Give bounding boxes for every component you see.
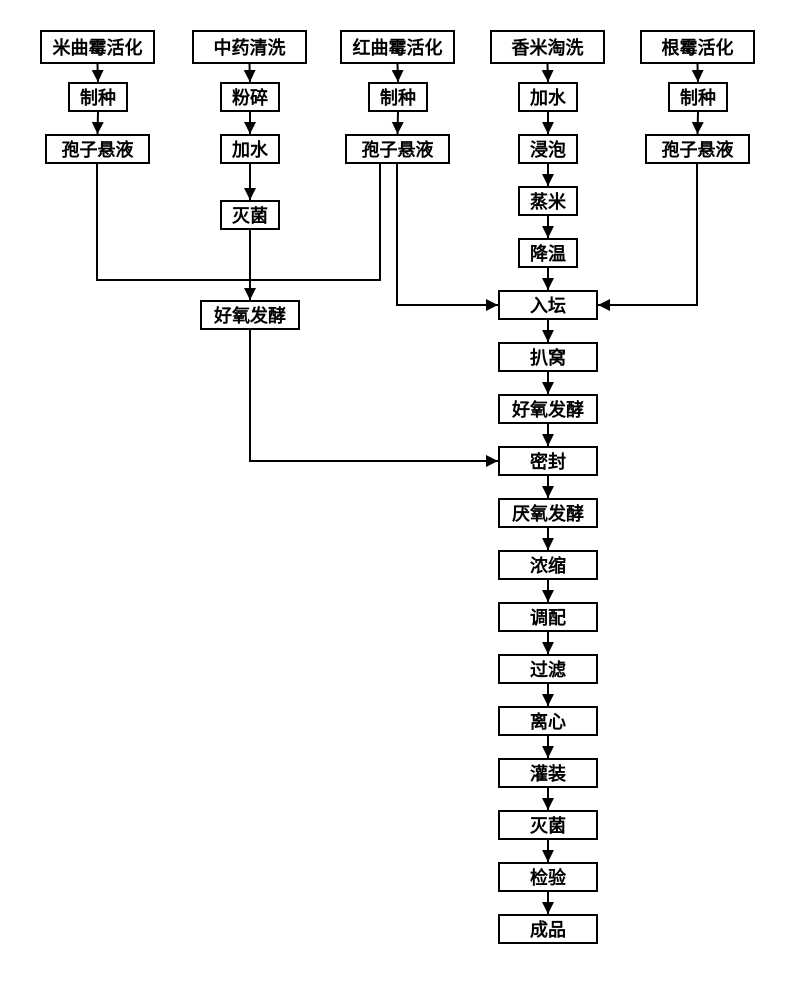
node-label: 入坛	[530, 292, 566, 318]
node-label: 孢子悬液	[662, 136, 734, 162]
node-c3r3: 孢子悬液	[345, 134, 450, 164]
node-c1r2: 制种	[68, 82, 128, 112]
node-c5r1: 根霉活化	[640, 30, 755, 64]
node-label: 厌氧发酵	[512, 500, 584, 526]
node-c4r1: 香米淘洗	[490, 30, 605, 64]
node-label: 浸泡	[530, 136, 566, 162]
node-m6: 浓缩	[498, 550, 598, 580]
node-label: 过滤	[530, 656, 566, 682]
node-label: 孢子悬液	[362, 136, 434, 162]
node-label: 制种	[380, 84, 416, 110]
node-m8: 过滤	[498, 654, 598, 684]
node-c1r1: 米曲霉活化	[40, 30, 155, 64]
node-label: 根霉活化	[662, 34, 734, 60]
node-m12: 检验	[498, 862, 598, 892]
node-c2r1: 中药清洗	[192, 30, 307, 64]
node-label: 检验	[530, 864, 566, 890]
node-c5r3: 孢子悬液	[645, 134, 750, 164]
node-c3r2: 制种	[368, 82, 428, 112]
node-label: 灭菌	[232, 202, 268, 228]
node-c2r4: 灭菌	[220, 200, 280, 230]
node-m2: 扒窝	[498, 342, 598, 372]
node-c3r1: 红曲霉活化	[340, 30, 455, 64]
node-label: 成品	[530, 916, 566, 942]
node-c4r2: 加水	[518, 82, 578, 112]
node-m3: 好氧发酵	[498, 394, 598, 424]
node-label: 加水	[232, 136, 268, 162]
node-label: 灭菌	[530, 812, 566, 838]
node-label: 红曲霉活化	[353, 34, 443, 60]
node-label: 加水	[530, 84, 566, 110]
node-label: 灌装	[530, 760, 566, 786]
node-label: 蒸米	[530, 188, 566, 214]
node-c4r3: 浸泡	[518, 134, 578, 164]
node-m10: 灌装	[498, 758, 598, 788]
node-c2r3: 加水	[220, 134, 280, 164]
node-m5: 厌氧发酵	[498, 498, 598, 528]
node-label: 好氧发酵	[214, 302, 286, 328]
node-c4r5: 降温	[518, 238, 578, 268]
node-label: 米曲霉活化	[53, 34, 143, 60]
node-label: 粉碎	[232, 84, 268, 110]
node-label: 浓缩	[530, 552, 566, 578]
node-label: 制种	[680, 84, 716, 110]
node-label: 扒窝	[530, 344, 566, 370]
node-hy1: 好氧发酵	[200, 300, 300, 330]
node-m7: 调配	[498, 602, 598, 632]
node-label: 孢子悬液	[62, 136, 134, 162]
node-m4: 密封	[498, 446, 598, 476]
node-label: 调配	[530, 604, 566, 630]
node-m1: 入坛	[498, 290, 598, 320]
node-label: 密封	[530, 448, 566, 474]
node-m13: 成品	[498, 914, 598, 944]
node-label: 中药清洗	[214, 34, 286, 60]
node-m11: 灭菌	[498, 810, 598, 840]
node-m9: 离心	[498, 706, 598, 736]
node-c4r4: 蒸米	[518, 186, 578, 216]
node-label: 好氧发酵	[512, 396, 584, 422]
node-c5r2: 制种	[668, 82, 728, 112]
node-c1r3: 孢子悬液	[45, 134, 150, 164]
node-label: 降温	[530, 240, 566, 266]
flowchart-canvas: 米曲霉活化制种孢子悬液中药清洗粉碎加水灭菌红曲霉活化制种孢子悬液香米淘洗加水浸泡…	[0, 0, 810, 1000]
node-c2r2: 粉碎	[220, 82, 280, 112]
node-label: 香米淘洗	[512, 34, 584, 60]
node-label: 制种	[80, 84, 116, 110]
node-label: 离心	[530, 708, 566, 734]
